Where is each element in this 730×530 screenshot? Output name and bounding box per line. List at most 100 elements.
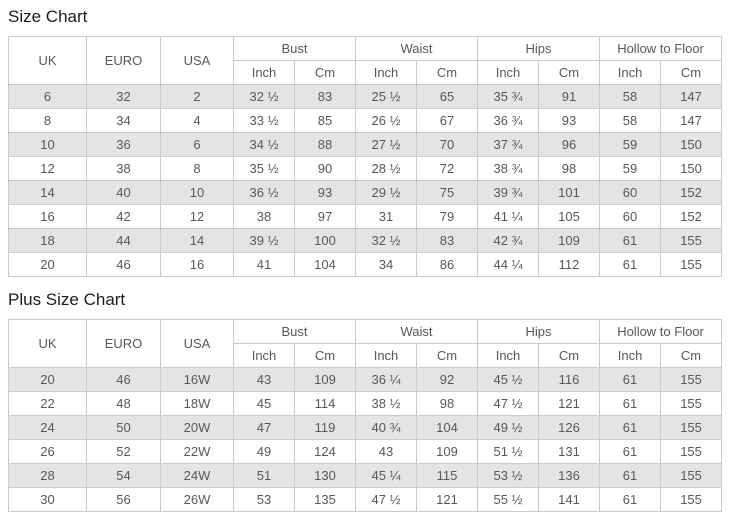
table-cell: 38 ¾ bbox=[477, 156, 540, 181]
table-row: 20 46 16 41 104 34 86 44 ¼ 112 61 155 bbox=[8, 252, 723, 277]
table-cell: 83 bbox=[416, 228, 479, 253]
table-cell: 136 bbox=[538, 463, 601, 488]
table-row: 26 52 22W 49 124 43 109 51 ½ 131 61 155 bbox=[8, 439, 723, 464]
group-header-cell: Bust bbox=[232, 36, 357, 61]
table-cell: 44 ¼ bbox=[477, 252, 540, 277]
table-cell: 44 bbox=[86, 228, 161, 253]
table-cell: 18W bbox=[160, 391, 234, 416]
table-cell: 46 bbox=[86, 367, 161, 392]
table-cell: 24W bbox=[160, 463, 234, 488]
table-cell: 155 bbox=[660, 367, 723, 392]
table-cell: 12 bbox=[8, 156, 87, 181]
table-cell: 104 bbox=[416, 415, 479, 440]
table-cell: 16 bbox=[160, 252, 234, 277]
subheader-cell: Inch bbox=[355, 343, 418, 368]
table-cell: 152 bbox=[660, 180, 723, 205]
subheader-cell: Inch bbox=[233, 60, 295, 85]
subheader-cell: Inch bbox=[355, 60, 418, 85]
table-cell: 51 ½ bbox=[477, 439, 540, 464]
table-row: 12 38 8 35 ½ 90 28 ½ 72 38 ¾ 98 59 150 bbox=[8, 156, 723, 181]
table-row: 28 54 24W 51 130 45 ¼ 115 53 ½ 136 61 155 bbox=[8, 463, 723, 488]
table-cell: 92 bbox=[416, 367, 479, 392]
table-row: 14 40 10 36 ½ 93 29 ½ 75 39 ¾ 101 60 152 bbox=[8, 180, 723, 205]
table-cell: 28 ½ bbox=[355, 156, 418, 181]
table-cell: 16 bbox=[8, 204, 87, 229]
table-cell: 72 bbox=[416, 156, 479, 181]
table-cell: 98 bbox=[538, 156, 601, 181]
table-cell: 126 bbox=[538, 415, 601, 440]
header-row: UK EURO USA Bust Waist Hips Hollow to Floor bbox=[8, 319, 723, 368]
subheader-cell: Cm bbox=[293, 60, 357, 85]
table-cell: 38 bbox=[233, 204, 295, 229]
table-cell: 26 ½ bbox=[355, 108, 418, 133]
subheader-cell: Cm bbox=[416, 343, 479, 368]
table-cell: 8 bbox=[8, 108, 87, 133]
table-cell: 60 bbox=[599, 180, 662, 205]
table-cell: 152 bbox=[660, 204, 723, 229]
table-cell: 51 bbox=[233, 463, 295, 488]
table-cell: 155 bbox=[660, 391, 723, 416]
table-row: 20 46 16W 43 109 36 ¼ 92 45 ½ 116 61 155 bbox=[8, 367, 723, 392]
table-cell: 36 bbox=[86, 132, 161, 157]
table-cell: 59 bbox=[599, 132, 662, 157]
plus-size-chart-table: UK EURO USA Bust Waist Hips Hollow to Floor Inc… bbox=[8, 319, 723, 512]
group-header-cell: Bust bbox=[232, 319, 357, 344]
table-cell: 24 bbox=[8, 415, 87, 440]
subheader-cell: Cm bbox=[538, 60, 601, 85]
table-cell: 6 bbox=[8, 84, 87, 109]
subheader-row: Inch Cm Inch Cm Inch Cm Inch Cm bbox=[9, 343, 723, 368]
table-cell: 58 bbox=[599, 108, 662, 133]
table-cell: 55 ½ bbox=[477, 487, 540, 512]
table-cell: 4 bbox=[160, 108, 234, 133]
table-cell: 56 bbox=[86, 487, 161, 512]
table-cell: 34 bbox=[86, 108, 161, 133]
table-cell: 52 bbox=[86, 439, 161, 464]
table-cell: 109 bbox=[416, 439, 479, 464]
table-cell: 30 bbox=[8, 487, 87, 512]
header-cell: USA bbox=[160, 36, 234, 85]
table-cell: 20 bbox=[8, 252, 87, 277]
table-cell: 91 bbox=[538, 84, 601, 109]
table-cell: 33 ½ bbox=[233, 108, 295, 133]
table-cell: 109 bbox=[538, 228, 601, 253]
table-cell: 46 bbox=[86, 252, 161, 277]
group-header-cell: Hips bbox=[477, 319, 601, 344]
table-cell: 10 bbox=[160, 180, 234, 205]
table-cell: 50 bbox=[86, 415, 161, 440]
table-cell: 86 bbox=[416, 252, 479, 277]
table-cell: 18 bbox=[8, 228, 87, 253]
table-cell: 45 bbox=[233, 391, 295, 416]
table-cell: 100 bbox=[293, 228, 357, 253]
table-cell: 60 bbox=[599, 204, 662, 229]
table-cell: 42 bbox=[86, 204, 161, 229]
table-cell: 34 ½ bbox=[233, 132, 295, 157]
table-row: 8 34 4 33 ½ 85 26 ½ 67 36 ¾ 93 58 147 bbox=[8, 108, 723, 133]
table-cell: 101 bbox=[538, 180, 601, 205]
table-cell: 26W bbox=[160, 487, 234, 512]
table-cell: 38 ½ bbox=[355, 391, 418, 416]
table-cell: 147 bbox=[660, 108, 723, 133]
group-header-cell: Hips bbox=[477, 36, 601, 61]
table-cell: 22W bbox=[160, 439, 234, 464]
group-header-cell: Waist bbox=[355, 36, 479, 61]
header-row: UK EURO USA Bust Waist Hips Hollow to Floor bbox=[8, 36, 723, 85]
table-cell: 155 bbox=[660, 252, 723, 277]
table-cell: 2 bbox=[160, 84, 234, 109]
table-cell: 53 ½ bbox=[477, 463, 540, 488]
table-cell: 14 bbox=[160, 228, 234, 253]
table-cell: 38 bbox=[86, 156, 161, 181]
table-cell: 35 ½ bbox=[233, 156, 295, 181]
table-cell: 47 bbox=[233, 415, 295, 440]
table-cell: 150 bbox=[660, 156, 723, 181]
table-cell: 119 bbox=[293, 415, 357, 440]
table-cell: 45 ¼ bbox=[355, 463, 418, 488]
subheader-cell: Inch bbox=[233, 343, 295, 368]
table-cell: 47 ½ bbox=[477, 391, 540, 416]
table-cell: 115 bbox=[416, 463, 479, 488]
table-cell: 61 bbox=[599, 252, 662, 277]
table-cell: 32 ½ bbox=[355, 228, 418, 253]
table-cell: 85 bbox=[293, 108, 357, 133]
subheader-cell: Cm bbox=[416, 60, 479, 85]
table-cell: 61 bbox=[599, 487, 662, 512]
table-cell: 88 bbox=[293, 132, 357, 157]
